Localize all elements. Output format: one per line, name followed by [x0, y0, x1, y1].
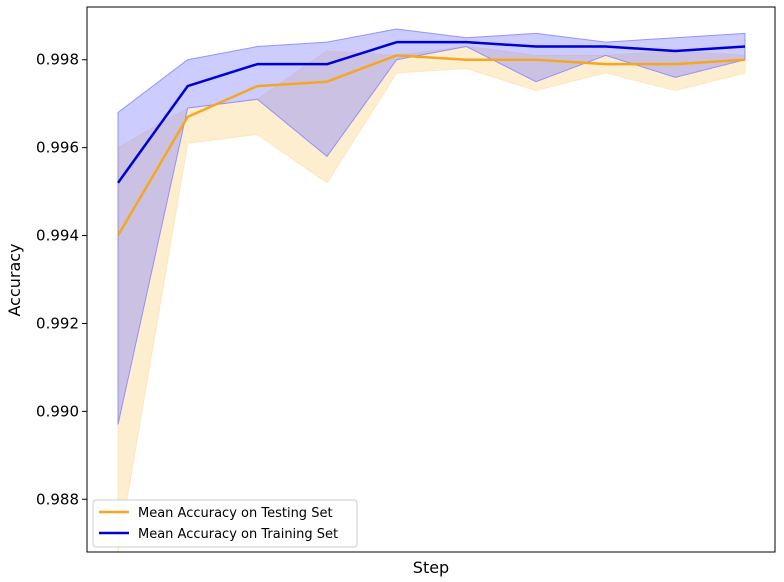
testing-mean-line [116, 54, 746, 237]
training-std-band [117, 28, 746, 425]
y-tick-label: 0.996 [36, 139, 79, 157]
plot-frame [86, 6, 776, 553]
y-tick-label: 0.998 [36, 51, 79, 69]
y-axis-ticks: 0.988 0.990 0.992 0.994 0.996 0.998 [36, 51, 87, 508]
legend-label-training: Mean Accuracy on Training Set [138, 527, 338, 542]
y-tick-label: 0.992 [36, 314, 79, 332]
y-tick-label: 0.990 [36, 402, 79, 420]
y-tick-label: 0.994 [36, 227, 79, 245]
x-axis-title: Step [413, 558, 449, 577]
legend-label-testing: Mean Accuracy on Testing Set [138, 506, 333, 521]
mean-lines [116, 40, 746, 237]
training-mean-line [116, 40, 746, 184]
y-tick-label: 0.988 [36, 490, 79, 508]
testing-std-band [117, 46, 746, 552]
legend: Mean Accuracy on Testing Set Mean Accura… [92, 499, 358, 548]
legend-box [92, 499, 358, 548]
y-axis-title: Accuracy [5, 243, 24, 316]
